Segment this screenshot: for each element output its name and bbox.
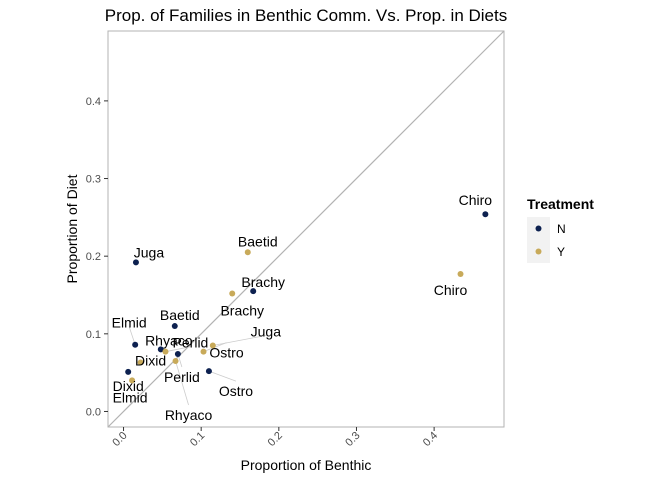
data-point-baetid-y	[244, 249, 251, 256]
point-label-baetid-n: Baetid	[160, 307, 200, 323]
label-connector	[165, 346, 191, 353]
y-tick-label: 0.0	[86, 406, 101, 418]
data-point-chiro-n	[482, 211, 489, 218]
legend-title: Treatment	[527, 196, 594, 212]
legend-key-y	[535, 248, 542, 255]
legend: Treatment NY	[527, 196, 594, 263]
data-points	[125, 211, 489, 384]
label-connector	[212, 335, 266, 346]
x-tick-label: 0.1	[188, 430, 207, 449]
label-connector	[175, 360, 189, 406]
point-label-baetid-y: Baetid	[238, 233, 278, 249]
x-axis: 0.0 0.1 0.2 0.3 0.4	[110, 427, 440, 449]
point-label-dixid-y: Dixid	[135, 353, 166, 369]
point-label-juga-n: Juga	[134, 244, 165, 260]
point-label-juga-y: Juga	[251, 323, 282, 339]
data-point-ostro-y	[200, 348, 207, 355]
point-label-brachy-y: Brachy	[220, 302, 264, 318]
point-label-dixid-n: Dixid	[113, 378, 144, 394]
data-point-juga-y	[209, 342, 216, 349]
point-label-elmid-y: Elmid	[113, 389, 148, 405]
data-point-brachy-n	[250, 288, 257, 295]
point-label-brachy-n: Brachy	[241, 274, 285, 290]
data-point-elmid-y	[129, 377, 136, 384]
point-label-rhyaco-y: Rhyaco	[165, 407, 213, 423]
data-point-baetid-n	[171, 323, 178, 330]
x-tick-label: 0.2	[266, 430, 285, 449]
data-point-elmid-n	[132, 341, 139, 348]
x-axis-title: Proportion of Benthic	[241, 457, 372, 473]
chart-title: Prop. of Families in Benthic Comm. Vs. P…	[105, 6, 507, 25]
data-point-perlid-n	[174, 351, 181, 358]
y-axis-title: Proportion of Diet	[64, 174, 80, 283]
data-point-rhyaco-y	[172, 358, 179, 364]
y-tick-label: 0.2	[86, 251, 101, 263]
data-point-dixid-n	[125, 368, 132, 375]
x-tick-label: 0.3	[343, 430, 362, 449]
y-tick-label: 0.4	[86, 96, 101, 108]
point-label-chiro-y: Chiro	[434, 282, 468, 298]
point-label-elmid-n: Elmid	[112, 315, 147, 331]
legend-label-y: Y	[557, 245, 565, 259]
data-point-rhyaco-n	[157, 346, 164, 353]
data-point-juga-n	[132, 259, 139, 266]
point-label-perlid-n: Perlid	[164, 369, 200, 385]
y-tick-label: 0.1	[86, 329, 101, 341]
point-label-ostro-y: Ostro	[209, 345, 243, 361]
data-point-brachy-y	[229, 290, 236, 297]
data-point-ostro-n	[205, 368, 212, 375]
y-tick-label: 0.3	[86, 174, 101, 186]
data-point-perlid-y	[162, 348, 169, 355]
x-tick-label: 0.0	[110, 430, 129, 449]
data-point-chiro-y	[457, 271, 464, 278]
y-axis: 0.0 0.1 0.2 0.3 0.4	[86, 96, 108, 418]
legend-key-n	[535, 225, 542, 232]
point-labels: ChiroJugaBrachyBaetidElmidRhyacoPerlidOs…	[112, 192, 493, 423]
point-label-chiro-n: Chiro	[459, 192, 493, 208]
point-label-ostro-n: Ostro	[219, 383, 253, 399]
legend-label-n: N	[557, 222, 566, 236]
point-label-perlid-y: Perlid	[173, 335, 209, 351]
label-connector	[128, 326, 136, 345]
point-label-rhyaco-n: Rhyaco	[145, 332, 193, 348]
x-tick-label: 0.4	[421, 430, 440, 449]
data-point-dixid-y	[137, 359, 144, 366]
label-connector	[208, 370, 237, 382]
